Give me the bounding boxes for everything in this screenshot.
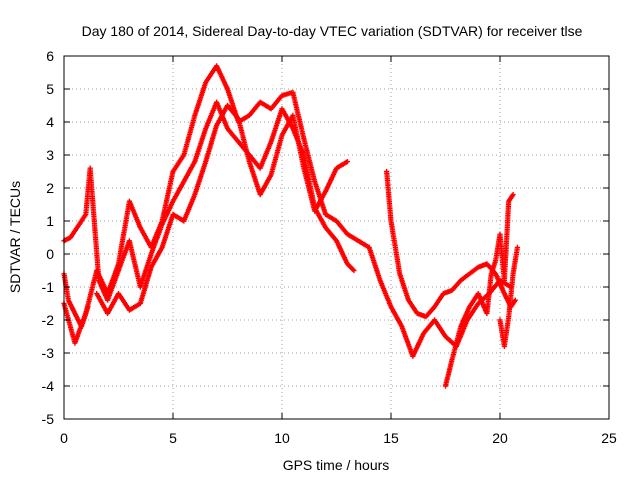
y-tick-label: 5 [46,81,54,97]
series-a [61,63,514,359]
x-tick-label: 20 [492,430,508,446]
y-tick-label: 1 [46,213,54,229]
y-tick-label: -1 [42,279,55,295]
plot-frame [63,55,610,420]
y-tick-label: -3 [42,345,55,361]
x-tick-label: 15 [383,430,399,446]
y-tick-label: 6 [46,48,54,64]
y-tick-label: 2 [46,180,54,196]
y-tick-label: -2 [42,312,55,328]
x-tick-label: 10 [274,430,290,446]
plus-marker [442,192,516,389]
x-tick-label: 0 [60,430,68,446]
series-e [442,192,516,389]
y-tick-label: -4 [42,378,55,394]
series-g [497,244,520,349]
plus-marker [94,102,350,316]
y-tick-label: 0 [46,246,54,262]
series-d [384,168,518,320]
plus-marker [61,63,514,359]
series-c [94,102,350,316]
y-tick-label: -5 [42,411,55,427]
plus-marker [497,244,520,349]
y-tick-label: 3 [46,147,54,163]
data-marks [61,63,520,389]
x-axis-label: GPS time / hours [283,457,390,473]
x-tick-label: 5 [169,430,177,446]
x-tick-label: 25 [601,430,617,446]
axis-ticks: 0 5 10 15 20 25 -5 -4 -3 -2 -1 0 1 2 3 4 5 6 [42,48,617,446]
y-axis-label: SDTVAR / TECUs [7,181,23,293]
plus-marker [384,168,518,320]
chart-title: Day 180 of 2014, Sidereal Day-to-day VTE… [82,23,583,39]
y-tick-label: 4 [46,114,54,130]
